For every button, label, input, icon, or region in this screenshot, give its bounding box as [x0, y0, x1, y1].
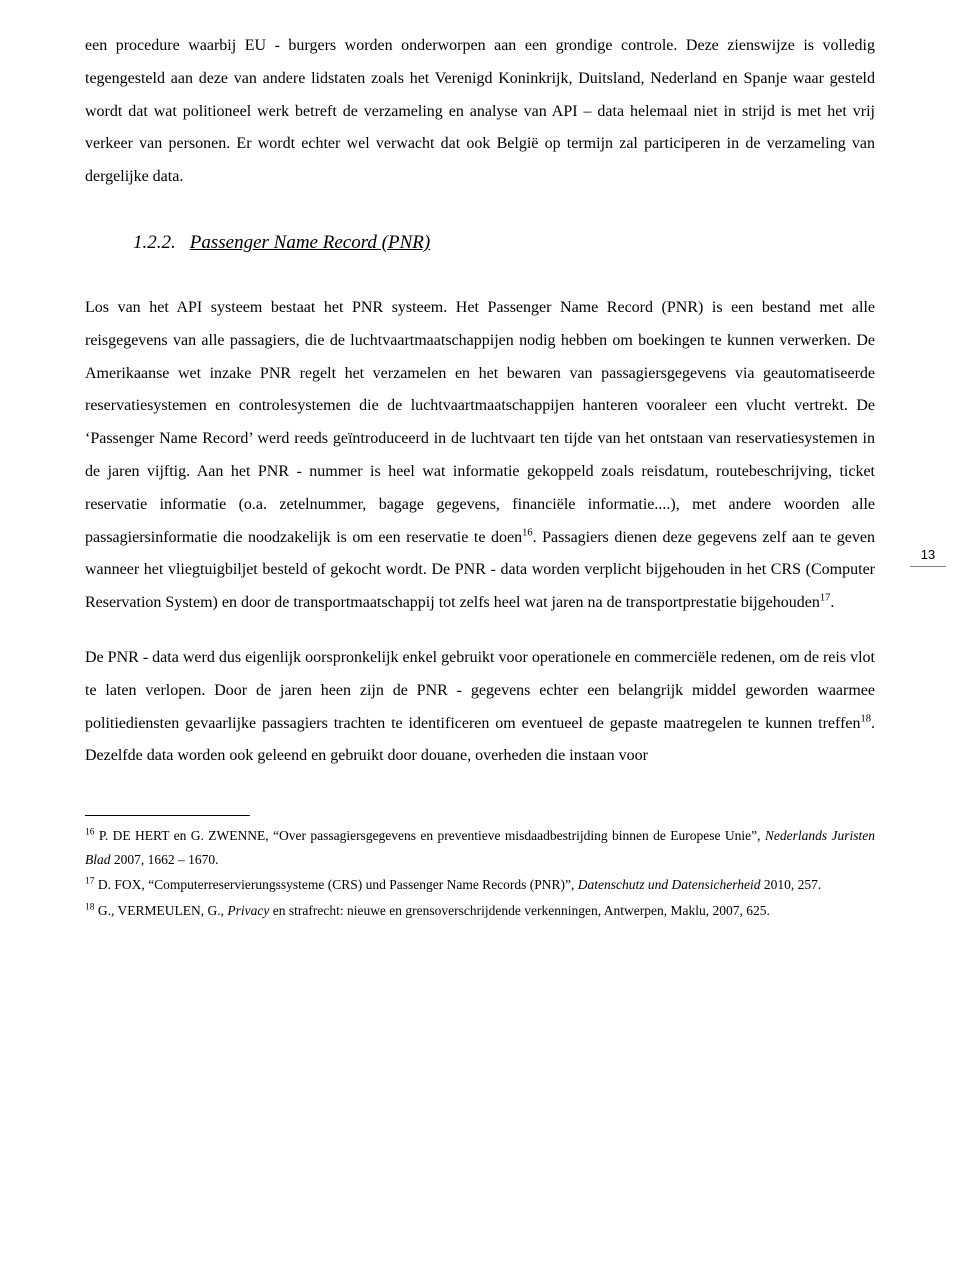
footnote-ref-18: 18: [861, 713, 872, 724]
footnote-ref-17: 17: [820, 593, 831, 604]
section-heading: 1.2.2. Passenger Name Record (PNR): [133, 232, 875, 254]
para1-pre: Los van het API systeem bestaat het PNR …: [85, 299, 875, 546]
page-number: 13: [910, 547, 946, 567]
para1-post: .: [830, 594, 834, 611]
footnote-ref-16: 16: [522, 527, 533, 538]
footnote-text: en strafrecht: nieuwe en grensoverschrij…: [269, 903, 769, 918]
footnote-18: 18 G., VERMEULEN, G., Privacy en strafre…: [85, 899, 875, 923]
footnote-separator: [85, 815, 250, 816]
footnote-italic: Privacy: [227, 903, 269, 918]
footnote-italic: Datenschutz und Datensicherheid: [578, 877, 761, 892]
footnote-number: 17: [85, 877, 95, 887]
footnotes: 16 P. DE HERT en G. ZWENNE, “Over passag…: [85, 824, 875, 923]
paragraph-2: De PNR - data werd dus eigenlijk oorspro…: [85, 642, 875, 773]
paragraph-intro: een procedure waarbij EU - burgers worde…: [85, 30, 875, 194]
footnote-17: 17 D. FOX, “Computerreservierungssysteme…: [85, 873, 875, 897]
section-number: 1.2.2.: [133, 232, 176, 253]
footnote-text: 2010, 257.: [761, 877, 822, 892]
section-title: Passenger Name Record (PNR): [190, 232, 430, 253]
page-number-rule: [910, 566, 946, 567]
footnote-number: 16: [85, 828, 95, 838]
footnote-16: 16 P. DE HERT en G. ZWENNE, “Over passag…: [85, 824, 875, 871]
footnote-text: 2007, 1662 – 1670.: [111, 852, 219, 867]
page-number-value: 13: [921, 547, 935, 562]
footnote-number: 18: [85, 903, 95, 913]
para2-pre: De PNR - data werd dus eigenlijk oorspro…: [85, 649, 875, 732]
footnote-text: D. FOX, “Computerreservierungssysteme (C…: [95, 877, 578, 892]
footnote-text: G., VERMEULEN, G.,: [95, 903, 228, 918]
paragraph-1: Los van het API systeem bestaat het PNR …: [85, 292, 875, 620]
footnote-text: P. DE HERT en G. ZWENNE, “Over passagier…: [95, 828, 765, 843]
